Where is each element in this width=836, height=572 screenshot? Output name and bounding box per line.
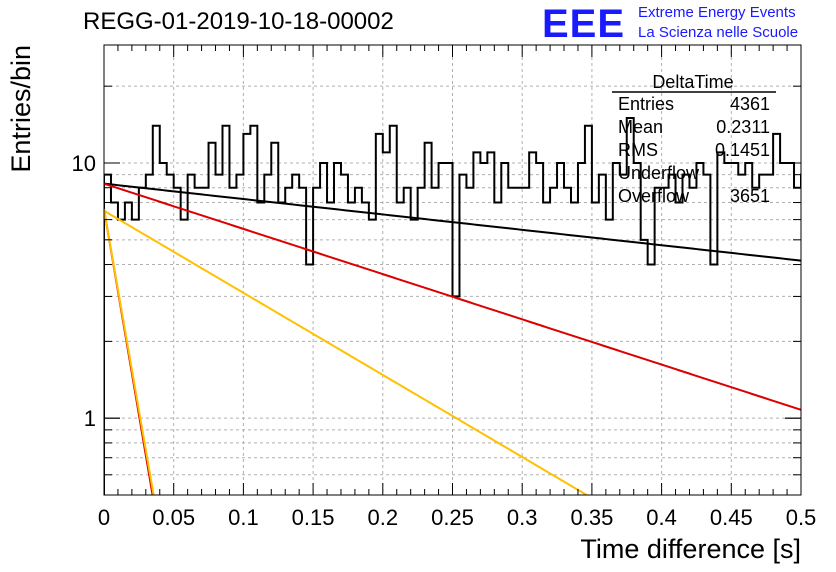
x-tick-label-3: 0.15 [292,505,335,530]
x-tick-label-7: 0.35 [570,505,613,530]
eee-logo: EEE [542,2,626,46]
stats-value-2: 0.1451 [715,140,770,160]
x-tick-label-8: 0.4 [646,505,677,530]
fit-curve-2 [104,209,588,495]
y-tick-label-0: 1 [84,406,96,431]
histogram-series [104,117,801,495]
stats-value-0: 4361 [730,94,770,114]
x-tick-label-5: 0.25 [431,505,474,530]
stats-label-2: RMS [618,140,658,160]
x-tick-label-0: 0 [98,505,110,530]
chart-title: REGG-01-2019-10-18-00002 [83,8,394,35]
y-tick-label-1: 10 [72,151,96,176]
stats-value-4: 3651 [730,186,770,206]
x-tick-label-1: 0.05 [152,505,195,530]
logo-line-1: Extreme Energy Events [638,4,796,21]
stats-label-1: Mean [618,117,663,137]
x-tick-label-6: 0.3 [507,505,538,530]
fit-curve-1 [104,182,801,411]
stats-value-1: 0.2311 [716,117,770,137]
x-tick-label-9: 0.45 [710,505,753,530]
x-tick-label-10: 0.5 [786,505,817,530]
stats-title: DeltaTime [652,72,733,92]
fit-curve-0 [104,182,801,262]
stats-label-0: Entries [618,94,674,114]
stats-label-4: Overflow [618,186,690,206]
stats-label-3: Underflow [618,163,700,183]
logo-line-2: La Scienza nelle Scuole [638,24,799,41]
x-axis-label: Time difference [s] [580,534,801,564]
x-tick-label-2: 0.1 [228,505,259,530]
x-tick-label-4: 0.2 [368,505,399,530]
y-axis-label: Entries/bin [6,45,36,173]
fit-curve-4 [104,208,155,495]
